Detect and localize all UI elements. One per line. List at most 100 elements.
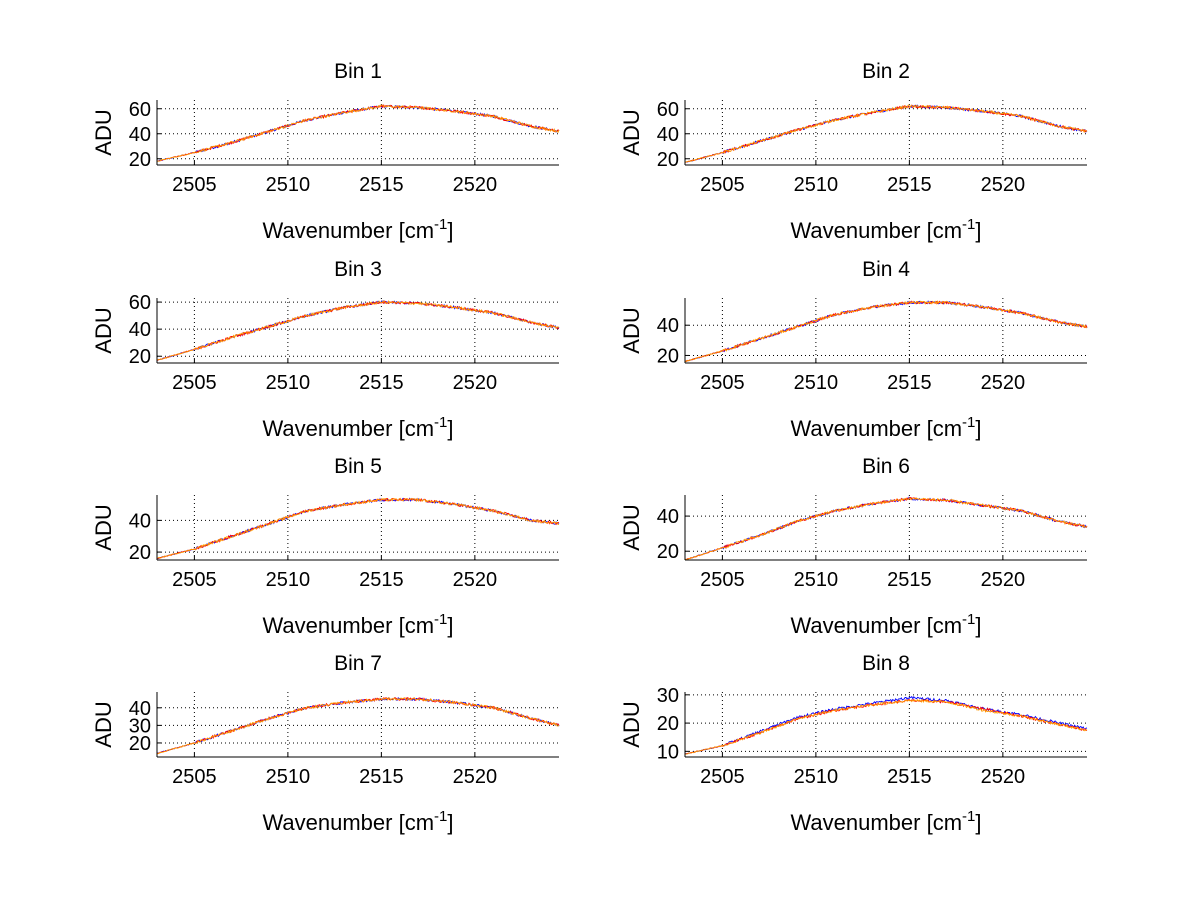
subplot-title: Bin 3: [334, 258, 382, 281]
series-line-3: [684, 497, 1088, 561]
subplot-title: Bin 7: [334, 652, 382, 675]
x-tick-label: 2510: [266, 766, 311, 788]
x-axis-label: Wavenumber [cm-1]: [262, 611, 453, 638]
y-tick-label: 20: [129, 733, 151, 755]
y-tick-label: 20: [657, 345, 679, 367]
y-axis-label: ADU: [619, 109, 644, 155]
x-axis-label: Wavenumber [cm-1]: [262, 414, 453, 441]
x-tick-label: 2520: [453, 569, 498, 591]
y-axis-label: ADU: [91, 307, 116, 353]
subplot-3: 2505 2510 2515 2520 20 40 60 Bin 3 Wavenumber [c…: [91, 258, 560, 441]
series-line-3: [156, 697, 560, 755]
subplot-title: Bin 1: [334, 60, 382, 83]
y-tick-label: 20: [129, 346, 151, 368]
y-tick-label: 60: [657, 99, 679, 121]
x-tick-label: 2515: [887, 766, 932, 788]
y-tick-label: 10: [657, 741, 679, 763]
x-tick-label: 2505: [172, 174, 217, 196]
series-line-1: [684, 496, 1088, 561]
y-tick-label: 30: [657, 685, 679, 707]
x-tick-label: 2505: [172, 569, 217, 591]
subplot-2: 2505 2510 2515 2520 20 40 60 Bin 2 Wavenumber [c…: [619, 60, 1088, 243]
x-tick-label: 2520: [453, 766, 498, 788]
x-tick-label: 2520: [981, 766, 1026, 788]
series-line-2: [684, 300, 1088, 363]
y-tick-label: 40: [129, 124, 151, 146]
series-line-3: [685, 104, 1088, 163]
y-tick-label: 20: [657, 713, 679, 735]
y-tick-label: 40: [129, 510, 151, 532]
x-tick-label: 2520: [453, 174, 498, 196]
subplot-title: Bin 5: [334, 455, 382, 478]
x-tick-label: 2505: [700, 372, 745, 394]
series-line-3: [156, 497, 560, 559]
x-tick-label: 2515: [887, 174, 932, 196]
series-line-2: [156, 104, 560, 162]
y-axis-label: ADU: [91, 701, 116, 747]
x-tick-label: 2515: [359, 766, 404, 788]
series-line-1: [684, 300, 1088, 362]
series-line-3: [156, 300, 560, 361]
y-axis-label: ADU: [619, 307, 644, 353]
x-tick-label: 2510: [794, 569, 839, 591]
subplot-title: Bin 4: [862, 258, 910, 281]
x-axis-label: Wavenumber [cm-1]: [790, 611, 981, 638]
y-tick-label: 20: [657, 149, 679, 171]
y-tick-label: 40: [129, 698, 151, 720]
subplot-title: Bin 2: [862, 60, 910, 83]
x-tick-label: 2510: [794, 766, 839, 788]
y-axis-label: ADU: [619, 504, 644, 550]
x-tick-label: 2510: [266, 372, 311, 394]
x-axis-label: Wavenumber [cm-1]: [790, 414, 981, 441]
x-axis-label: Wavenumber [cm-1]: [790, 216, 981, 243]
x-tick-label: 2520: [981, 174, 1026, 196]
subplot-4: 2505 2510 2515 2520 20 40 Bin 4 Wavenumber [cm-…: [619, 258, 1088, 441]
x-tick-label: 2515: [359, 569, 404, 591]
series-line-3: [156, 104, 560, 162]
y-tick-label: 20: [129, 149, 151, 171]
x-tick-label: 2505: [700, 569, 745, 591]
series-line-1: [156, 300, 560, 361]
x-tick-label: 2510: [794, 372, 839, 394]
series-line-2: [156, 497, 560, 560]
x-tick-label: 2505: [172, 372, 217, 394]
subplot-title: Bin 6: [862, 455, 910, 478]
subplot-1: 2505 2510 2515 2520 20 40 60 Bin 1 Wavenumber [c…: [91, 60, 560, 243]
y-axis-label: ADU: [91, 504, 116, 550]
subplot-8: 2505 2510 2515 2520 10 20 30 Bin 8 Wavenumber [c…: [619, 652, 1088, 835]
series-line-1: [156, 497, 560, 560]
y-tick-label: 60: [129, 292, 151, 314]
series-line-3: [684, 300, 1088, 363]
x-tick-label: 2515: [887, 372, 932, 394]
x-tick-label: 2515: [359, 174, 404, 196]
y-tick-label: 20: [129, 542, 151, 564]
x-axis-label: Wavenumber [cm-1]: [262, 216, 453, 243]
y-tick-label: 40: [129, 319, 151, 341]
x-tick-label: 2520: [453, 372, 498, 394]
x-tick-label: 2505: [700, 766, 745, 788]
series-line-2: [684, 496, 1088, 561]
y-tick-label: 20: [657, 541, 679, 563]
series-line-1: [684, 695, 1088, 755]
x-tick-label: 2510: [266, 569, 311, 591]
series-line-1: [156, 104, 560, 162]
y-tick-label: 40: [657, 506, 679, 528]
x-tick-label: 2505: [700, 174, 745, 196]
y-tick-label: 30: [129, 715, 151, 737]
series-line-2: [684, 698, 1088, 755]
y-tick-label: 40: [657, 315, 679, 337]
subplot-6: 2505 2510 2515 2520 20 40 Bin 6 Wavenumber [cm-…: [619, 455, 1088, 638]
y-axis-label: ADU: [91, 109, 116, 155]
x-axis-label: Wavenumber [cm-1]: [790, 808, 981, 835]
x-axis-label: Wavenumber [cm-1]: [262, 808, 453, 835]
x-tick-label: 2510: [794, 174, 839, 196]
y-tick-label: 60: [129, 99, 151, 121]
x-tick-label: 2505: [172, 766, 217, 788]
subplot-5: 2505 2510 2515 2520 20 40 Bin 5 Wavenumber [cm-…: [91, 455, 560, 638]
x-tick-label: 2510: [266, 174, 311, 196]
y-axis-label: ADU: [619, 701, 644, 747]
x-tick-label: 2515: [887, 569, 932, 591]
y-tick-label: 40: [657, 124, 679, 146]
